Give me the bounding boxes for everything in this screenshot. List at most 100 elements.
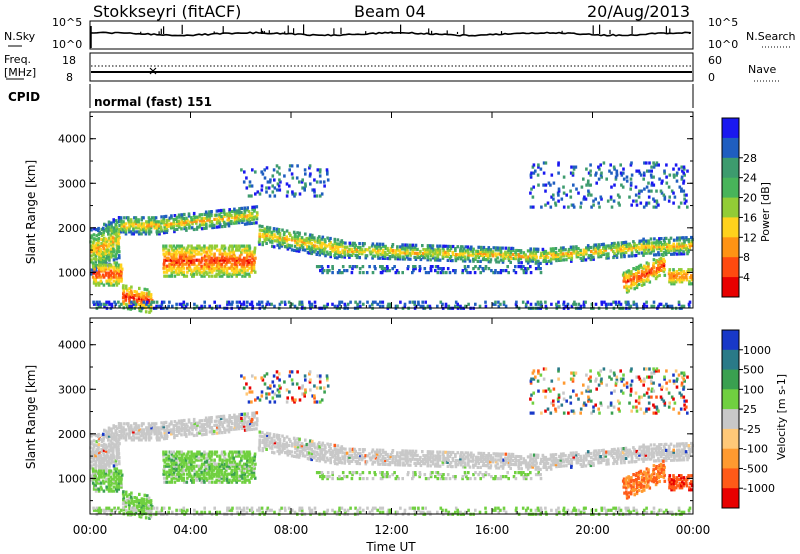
power-cell [612,249,615,254]
power-cell [314,248,317,252]
power-cell [205,250,208,254]
power-cell [412,265,415,269]
power-cell [604,248,608,252]
power-cell [365,271,369,275]
power-cell [494,254,498,258]
power-cell [667,272,671,276]
power-cell [449,246,453,251]
power-cell [135,290,138,294]
velocity-cell [654,449,658,453]
power-cell [635,243,639,248]
power-cell [316,168,320,172]
power-cell [439,267,443,271]
velocity-cell [388,463,392,467]
power-cell [153,224,156,228]
power-cell [504,304,508,308]
velocity-cell [592,457,595,461]
power-cell [660,268,663,272]
velocity-cell [489,458,492,462]
power-cell [163,223,166,227]
power-cell [397,249,400,253]
velocity-cell [442,456,445,460]
power-cell [162,252,166,256]
power-cell [170,256,174,260]
velocity-cell [304,438,307,442]
power-cell [381,252,384,256]
power-cell [118,269,121,273]
velocity-cell [248,428,251,432]
power-cell [670,276,673,280]
power-cell [271,244,274,248]
power-cell [609,163,612,167]
power-cell [163,274,166,278]
power-cell [348,265,352,269]
power-cell [288,164,292,168]
power-cell [165,256,169,260]
velocity-cell [550,455,553,459]
power-cell [391,243,395,247]
power-cell [660,191,664,195]
power-cell [391,251,395,255]
power-cell [379,246,383,250]
power-cell [466,271,469,275]
power-cell [650,267,654,271]
velocity-cell [120,428,123,432]
velocity-cell [127,422,130,426]
power-cell [322,252,326,256]
power-cell [258,236,261,240]
power-cell [217,264,221,268]
velocity-cell [262,435,266,439]
velocity-cell [97,449,100,453]
power-cell [619,163,622,167]
velocity-cell [253,411,256,415]
power-cell [635,249,638,254]
power-cell [144,228,148,232]
power-cell [682,276,686,280]
power-cell [187,260,190,264]
power-cell [97,247,100,251]
power-cell [622,167,625,171]
velocity-cell [321,447,324,451]
power-cell [276,170,279,174]
power-cell [147,294,151,298]
power-cell [119,265,123,269]
power-cell [284,302,287,306]
velocity-cell [590,459,593,464]
power-cell [599,195,603,199]
power-cell [235,262,238,266]
power-cell [140,301,143,305]
velocity-cell [168,422,172,426]
power-cell [499,248,503,252]
power-cell [411,249,415,253]
power-cell [645,265,648,269]
power-cell [436,304,439,308]
power-cell [240,206,244,210]
power-cell [306,241,309,245]
power-cell [635,304,639,308]
velocity-cell [205,422,209,426]
velocity-cell [326,458,330,462]
velocity-cell [655,453,659,457]
power-cell [276,239,279,243]
power-cell [165,222,168,226]
velocity-cell [99,463,103,468]
power-cell [645,243,649,247]
power-cell [167,222,171,226]
velocity-cell [534,457,538,461]
power-cell [441,246,445,250]
power-cell [163,229,166,233]
power-cell [514,265,517,269]
power-cell [444,252,447,256]
power-cell [120,279,123,283]
velocity-cell [111,450,115,454]
power-cell [404,243,407,247]
velocity-cell [554,457,558,461]
power-cell [676,278,679,282]
power-cell [227,222,231,226]
velocity-cell [364,462,368,466]
power-cell [592,251,595,255]
power-cell [474,253,478,257]
velocity-cell [127,424,130,428]
power-cell [429,246,433,250]
velocity-cell [501,466,505,470]
